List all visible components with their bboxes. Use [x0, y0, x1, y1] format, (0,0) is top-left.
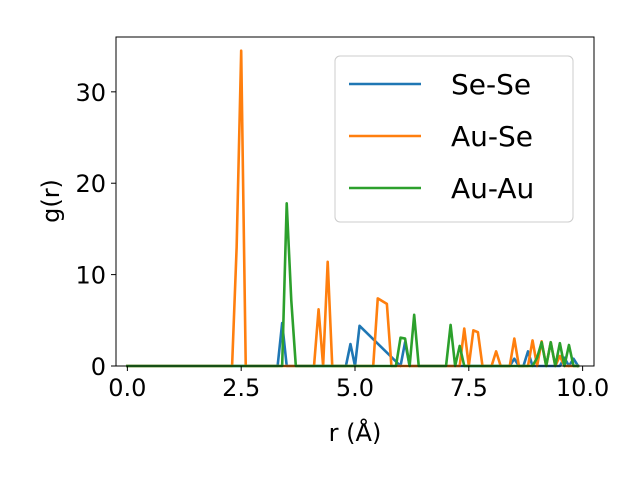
- tick-layer: 0.0 2.5 5.0 7.5 10.0 0 10 20 30: [75, 79, 609, 402]
- y-tick-label: 20: [75, 170, 106, 198]
- legend-label-au-au: Au-Au: [451, 172, 534, 205]
- legend: Se-Se Au-Se Au-Au: [334, 55, 574, 223]
- y-tick-label: 10: [75, 262, 106, 290]
- legend-label-se-se: Se-Se: [451, 68, 531, 101]
- legend-frame: [334, 55, 574, 223]
- x-tick-label: 0.0: [108, 374, 146, 402]
- x-tick-label: 10.0: [556, 374, 609, 402]
- x-axis-label: r (Å): [329, 418, 382, 447]
- y-tick-label: 30: [75, 79, 106, 107]
- legend-label-au-se: Au-Se: [451, 120, 533, 153]
- x-tick-label: 5.0: [336, 374, 374, 402]
- y-tick-label: 0: [91, 353, 106, 381]
- x-tick-label: 2.5: [222, 374, 260, 402]
- x-tick-label: 7.5: [450, 374, 488, 402]
- y-axis-label: g(r): [37, 179, 65, 223]
